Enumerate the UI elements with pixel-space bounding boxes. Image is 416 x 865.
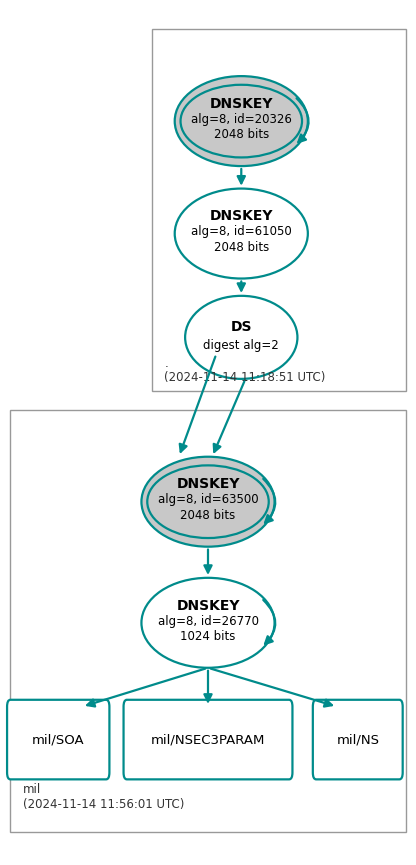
Text: alg=8, id=61050: alg=8, id=61050 [191, 225, 292, 239]
Text: 2048 bits: 2048 bits [214, 240, 269, 254]
Text: DNSKEY: DNSKEY [210, 209, 273, 223]
Ellipse shape [175, 76, 308, 166]
FancyBboxPatch shape [7, 700, 109, 779]
Text: alg=8, id=63500: alg=8, id=63500 [158, 493, 258, 507]
Text: (2024-11-14 11:18:51 UTC): (2024-11-14 11:18:51 UTC) [164, 370, 326, 383]
Bar [152, 29, 406, 391]
Text: mil/NS: mil/NS [336, 733, 379, 746]
Ellipse shape [175, 189, 308, 279]
Bar [10, 410, 406, 832]
Text: alg=8, id=20326: alg=8, id=20326 [191, 112, 292, 126]
Text: mil: mil [23, 783, 41, 796]
Text: 2048 bits: 2048 bits [181, 509, 235, 522]
FancyBboxPatch shape [124, 700, 292, 779]
Text: digest alg=2: digest alg=2 [203, 339, 279, 353]
Ellipse shape [185, 296, 297, 379]
Ellipse shape [181, 85, 302, 157]
Ellipse shape [141, 578, 275, 668]
Text: .: . [164, 356, 168, 369]
Text: (2024-11-14 11:56:01 UTC): (2024-11-14 11:56:01 UTC) [23, 798, 184, 811]
Text: DNSKEY: DNSKEY [176, 599, 240, 612]
Ellipse shape [147, 465, 269, 538]
Text: alg=8, id=26770: alg=8, id=26770 [158, 614, 258, 628]
Text: mil/SOA: mil/SOA [32, 733, 84, 746]
Ellipse shape [141, 457, 275, 547]
Text: 1024 bits: 1024 bits [180, 630, 236, 644]
Text: DNSKEY: DNSKEY [176, 477, 240, 491]
Text: 2048 bits: 2048 bits [214, 128, 269, 142]
Text: DNSKEY: DNSKEY [210, 97, 273, 111]
Text: mil/NSEC3PARAM: mil/NSEC3PARAM [151, 733, 265, 746]
FancyBboxPatch shape [313, 700, 403, 779]
Text: DS: DS [230, 320, 252, 334]
